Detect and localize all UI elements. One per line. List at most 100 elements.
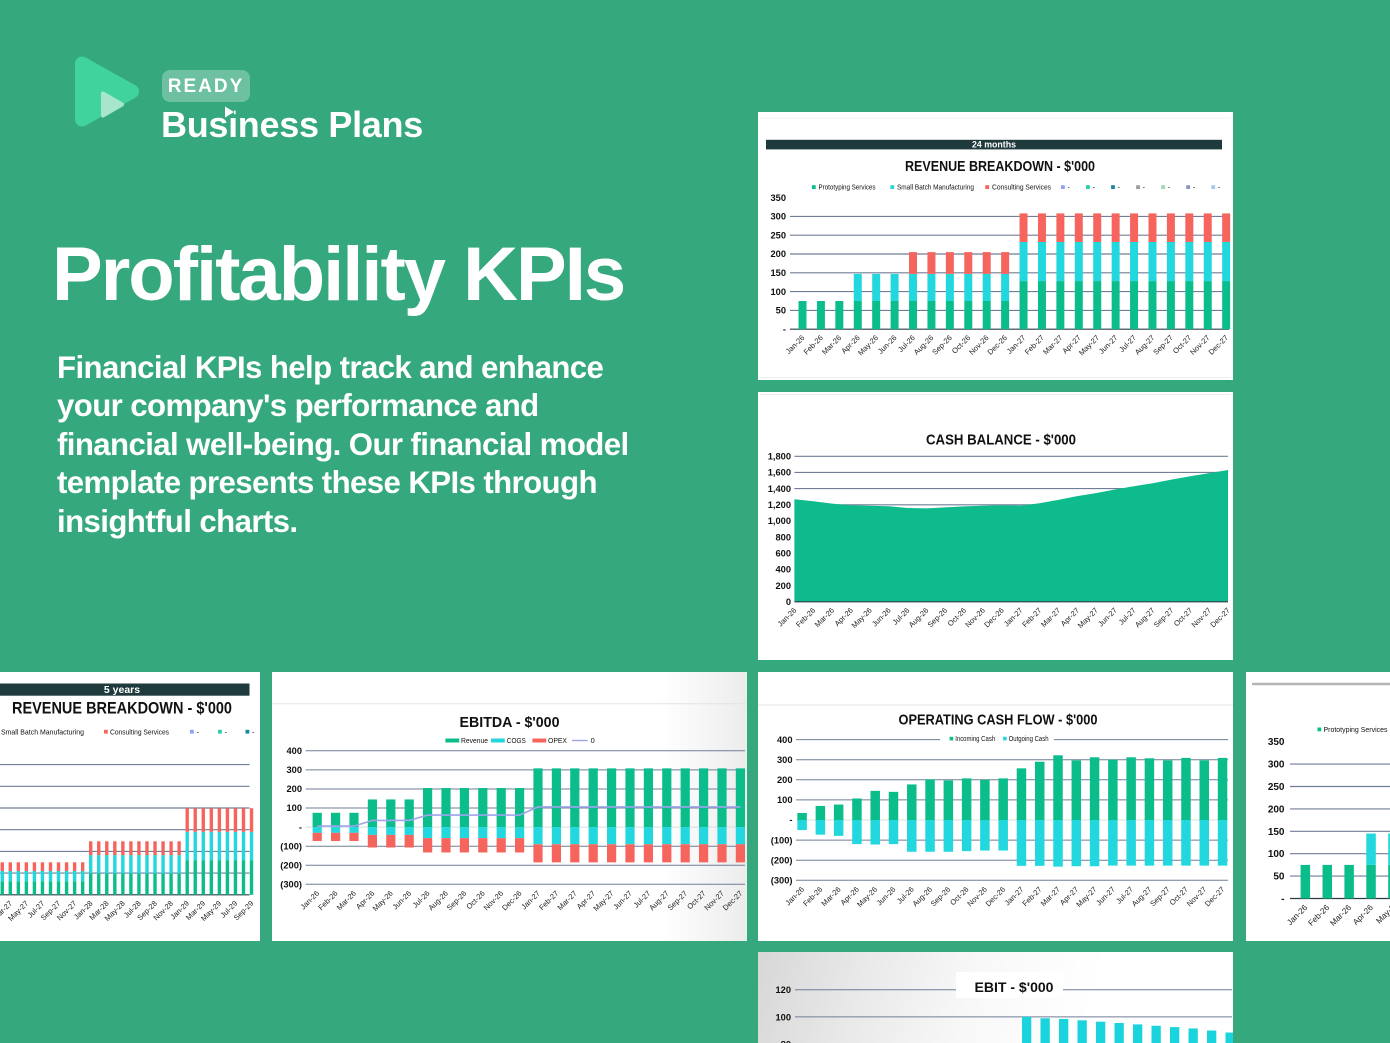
svg-text:REVENUE BREAKDOWN - $'000: REVENUE BREAKDOWN - $'000 — [12, 700, 232, 718]
svg-text:Mar-27: Mar-27 — [1039, 606, 1062, 629]
svg-text:Small Batch Manufacturing: Small Batch Manufacturing — [1, 727, 84, 736]
svg-text:May-26: May-26 — [850, 606, 874, 630]
svg-text:Feb-27: Feb-27 — [1023, 333, 1046, 356]
svg-text:200: 200 — [1268, 804, 1285, 815]
svg-text:Dec-27: Dec-27 — [1203, 885, 1226, 908]
svg-text:REVENUE BREAKDOWN - $'000: REVENUE BREAKDOWN - $'000 — [905, 158, 1095, 175]
svg-text:24 months: 24 months — [972, 139, 1016, 149]
svg-text:300: 300 — [770, 212, 786, 222]
svg-text:Jan-26: Jan-26 — [1285, 903, 1309, 927]
svg-text:Mar-27: Mar-27 — [1039, 885, 1062, 908]
svg-text:Dec-26: Dec-26 — [982, 606, 1005, 629]
svg-text:Mar-26: Mar-26 — [813, 606, 836, 629]
svg-text:Jan-26: Jan-26 — [776, 606, 799, 629]
svg-text:Sep-26: Sep-26 — [930, 333, 953, 356]
svg-text:Dec-26: Dec-26 — [984, 885, 1007, 908]
svg-text:Jun-27: Jun-27 — [611, 889, 634, 912]
svg-text:Mar-26: Mar-26 — [335, 889, 358, 912]
svg-text:50: 50 — [776, 306, 786, 316]
svg-text:150: 150 — [1268, 827, 1285, 838]
svg-text:CASH BALANCE - $'000: CASH BALANCE - $'000 — [926, 432, 1076, 449]
svg-text:-: - — [783, 324, 786, 334]
svg-text:Mar-26: Mar-26 — [820, 333, 843, 356]
svg-text:250: 250 — [1268, 782, 1285, 793]
svg-text:1,800: 1,800 — [768, 452, 791, 462]
svg-text:-: - — [789, 815, 792, 825]
svg-text:Mar-26: Mar-26 — [819, 885, 842, 908]
svg-text:May-27: May-27 — [1077, 333, 1101, 357]
svg-text:-: - — [1118, 185, 1121, 192]
svg-text:Feb-27: Feb-27 — [1020, 606, 1043, 629]
svg-text:COGS: COGS — [507, 736, 526, 745]
svg-text:Sep-27: Sep-27 — [1152, 606, 1175, 629]
svg-text:1,600: 1,600 — [768, 468, 791, 478]
svg-text:(100): (100) — [771, 835, 793, 845]
svg-text:Prototyping Services: Prototyping Services — [1324, 727, 1388, 734]
svg-text:Feb-26: Feb-26 — [794, 606, 817, 629]
svg-text:May-26: May-26 — [855, 885, 879, 909]
svg-text:Sep-27: Sep-27 — [1151, 333, 1174, 356]
svg-text:350: 350 — [1268, 737, 1285, 748]
svg-text:EBITDA - $'000: EBITDA - $'000 — [460, 715, 560, 731]
svg-text:Dec-26: Dec-26 — [986, 333, 1009, 356]
svg-text:Feb-26: Feb-26 — [1306, 903, 1331, 928]
svg-text:1,000: 1,000 — [768, 516, 791, 526]
svg-text:800: 800 — [775, 532, 791, 542]
svg-text:-: - — [1168, 185, 1171, 192]
svg-text:May-26: May-26 — [856, 333, 880, 357]
svg-text:May-27: May-27 — [1076, 606, 1100, 630]
svg-text:300: 300 — [286, 765, 302, 775]
svg-text:-: - — [299, 822, 302, 832]
svg-text:100: 100 — [286, 803, 302, 813]
svg-text:Prototyping Services: Prototyping Services — [819, 185, 876, 192]
svg-text:Aug-26: Aug-26 — [912, 333, 935, 356]
svg-text:Feb-26: Feb-26 — [802, 333, 825, 356]
svg-text:May-2: May-2 — [1374, 903, 1390, 926]
svg-text:-: - — [225, 727, 228, 736]
svg-text:200: 200 — [777, 775, 793, 785]
svg-text:Nov-26: Nov-26 — [963, 606, 986, 629]
svg-text:Dec-26: Dec-26 — [500, 889, 523, 912]
svg-text:400: 400 — [775, 565, 791, 575]
svg-text:-: - — [1218, 185, 1221, 192]
svg-text:600: 600 — [775, 549, 791, 559]
svg-text:200: 200 — [286, 784, 302, 794]
svg-text:Jun-27: Jun-27 — [1096, 606, 1119, 629]
svg-text:Mar-27: Mar-27 — [1041, 333, 1064, 356]
svg-text:400: 400 — [286, 746, 302, 756]
svg-text:(300): (300) — [280, 880, 302, 890]
svg-text:Sep-27: Sep-27 — [666, 889, 689, 912]
svg-text:Jun-26: Jun-26 — [870, 606, 893, 629]
svg-text:Jun-27: Jun-27 — [1094, 885, 1117, 908]
svg-text:1,200: 1,200 — [768, 500, 791, 510]
svg-text:Feb-26: Feb-26 — [316, 889, 339, 912]
svg-text:100: 100 — [770, 287, 786, 297]
svg-text:Jun-26: Jun-26 — [875, 885, 898, 908]
svg-text:Revenue: Revenue — [461, 736, 488, 745]
svg-text:Jan-27: Jan-27 — [1002, 606, 1025, 629]
svg-text:-: - — [1281, 894, 1284, 905]
svg-text:200: 200 — [775, 581, 791, 591]
svg-text:250: 250 — [770, 230, 786, 240]
svg-text:Apr-26: Apr-26 — [1351, 903, 1375, 927]
svg-text:(200): (200) — [771, 855, 793, 865]
svg-text:(200): (200) — [280, 860, 302, 870]
svg-text:0: 0 — [591, 736, 595, 745]
svg-text:Mar-27: Mar-27 — [556, 889, 579, 912]
svg-text:Aug-27: Aug-27 — [1133, 606, 1156, 629]
svg-text:-: - — [1093, 185, 1096, 192]
svg-text:May-26: May-26 — [371, 889, 395, 913]
svg-text:Aug-26: Aug-26 — [907, 606, 930, 629]
svg-text:Sep-26: Sep-26 — [445, 889, 468, 912]
svg-text:(100): (100) — [280, 841, 302, 851]
svg-text:Nov-27: Nov-27 — [1188, 333, 1211, 356]
svg-text:Mar-26: Mar-26 — [1328, 903, 1353, 928]
svg-text:Jun-26: Jun-26 — [876, 333, 899, 356]
svg-text:Dec-27: Dec-27 — [1208, 606, 1231, 629]
svg-text:1,400: 1,400 — [768, 484, 791, 494]
svg-text:-: - — [197, 727, 200, 736]
svg-text:200: 200 — [770, 249, 786, 259]
svg-text:Jun-27: Jun-27 — [1097, 333, 1120, 356]
svg-text:(300): (300) — [771, 876, 793, 886]
svg-text:Outgoing Cash: Outgoing Cash — [1009, 736, 1049, 743]
